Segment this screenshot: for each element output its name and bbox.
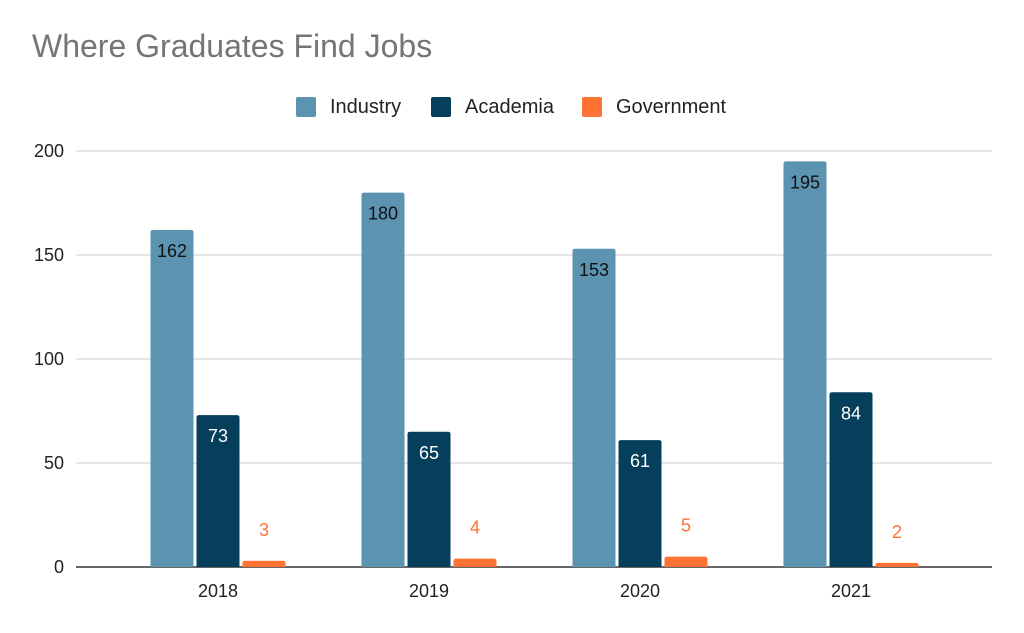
data-label-academia-2020: 61: [630, 451, 650, 471]
bar-industry-2019: [361, 192, 405, 567]
data-label-academia-2021: 84: [841, 403, 861, 423]
data-label-industry-2020: 153: [579, 260, 609, 280]
y-tick-label: 100: [34, 349, 64, 369]
legend-item-industry: Industry: [296, 92, 401, 122]
y-tick-label: 50: [44, 453, 64, 473]
data-label-industry-2021: 195: [790, 172, 820, 192]
data-label-government-2021: 2: [892, 522, 902, 542]
legend-swatch-industry: [296, 97, 316, 117]
x-tick-label: 2020: [620, 581, 660, 601]
bar-government-2018: [242, 560, 286, 567]
legend-label-academia: Academia: [465, 95, 554, 118]
bar-government-2020: [664, 556, 708, 567]
y-tick-label: 0: [54, 557, 64, 577]
legend-swatch-academia: [431, 97, 451, 117]
data-label-academia-2019: 65: [419, 443, 439, 463]
x-tick-label: 2019: [409, 581, 449, 601]
x-tick-label: 2021: [831, 581, 871, 601]
bar-industry-2021: [783, 161, 827, 567]
legend-item-academia: Academia: [431, 92, 554, 122]
data-label-government-2019: 4: [470, 518, 480, 538]
y-tick-label: 200: [34, 141, 64, 161]
bar-academia-2018: [196, 415, 240, 567]
legend: Industry Academia Government: [0, 92, 1024, 122]
legend-label-industry: Industry: [330, 95, 402, 118]
bar-government-2019: [453, 558, 497, 567]
bar-academia-2021: [829, 392, 873, 567]
x-tick-label: 2018: [198, 581, 238, 601]
bar-industry-2020: [572, 248, 616, 567]
bar-industry-2018: [150, 230, 194, 568]
legend-label-government: Government: [616, 95, 727, 118]
bar-academia-2019: [407, 431, 451, 567]
legend-item-government: Government: [582, 92, 726, 122]
data-label-academia-2018: 73: [208, 426, 228, 446]
data-label-industry-2019: 180: [368, 204, 398, 224]
bar-academia-2020: [618, 440, 662, 567]
data-label-government-2020: 5: [681, 516, 691, 536]
chart-title: Where Graduates Find Jobs: [32, 28, 433, 64]
y-tick-label: 150: [34, 245, 64, 265]
legend-swatch-government: [582, 97, 602, 117]
data-label-government-2018: 3: [259, 520, 269, 540]
bar-government-2021: [875, 562, 919, 567]
data-label-industry-2018: 162: [157, 241, 187, 261]
